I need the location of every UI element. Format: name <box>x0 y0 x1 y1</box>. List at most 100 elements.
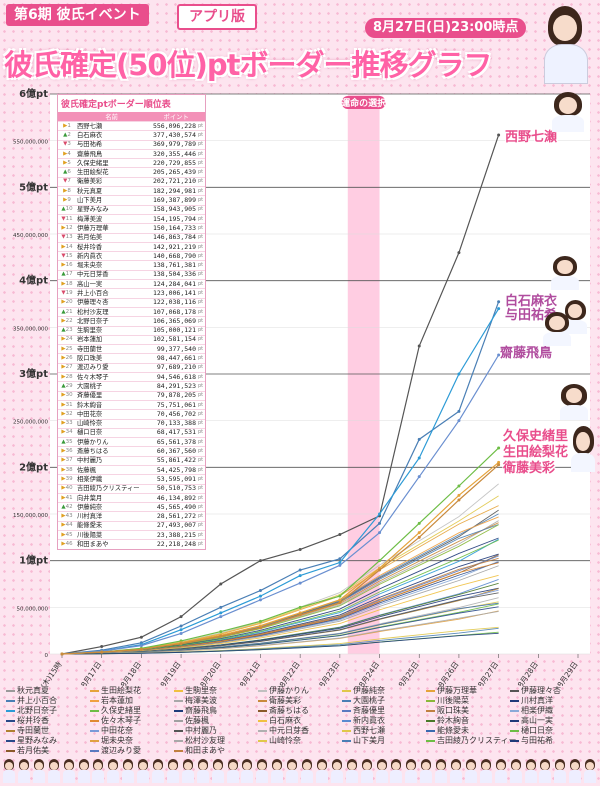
series-point <box>457 251 461 255</box>
rank-cell: ▶12 <box>58 223 76 234</box>
rank-number: 42 <box>65 503 73 510</box>
points-unit: pt <box>197 437 205 447</box>
legend-item: 中元日芽香 <box>258 726 309 736</box>
legend-label: 星野みなみ <box>17 736 57 745</box>
legend-item: 与田祐希 <box>510 736 553 746</box>
points-value: 169,387,899 <box>147 195 197 206</box>
legend-swatch <box>90 689 99 692</box>
legend-swatch <box>174 699 183 702</box>
series-callout: 衛藤美彩 <box>503 461 556 476</box>
member-name: 久保史緒里 <box>76 158 148 168</box>
face-part <box>539 770 552 783</box>
member-name: 白石麻衣 <box>76 130 148 141</box>
legend-label: 松村沙友理 <box>185 736 225 745</box>
y-tick-label: 2億pt <box>19 460 48 473</box>
table-row: ▲21 松村沙友理 107,068,178 pt <box>58 306 205 317</box>
x-tick-label: 8月24日 <box>357 660 381 686</box>
legend-swatch <box>342 719 351 722</box>
chart: 運命の選択 0 50,000,000 1億pt 150,000,000 2億pt 250,… <box>0 86 600 714</box>
face-part <box>226 770 239 783</box>
series-callout: 生田絵梨花 <box>503 445 569 460</box>
member-name: 川後陽菜 <box>76 530 148 540</box>
member-name: 梅澤美波 <box>76 213 148 224</box>
legend-swatch <box>342 739 351 742</box>
member-face <box>255 759 269 783</box>
series-point <box>179 631 183 635</box>
member-face <box>17 759 31 783</box>
points-value: 138,761,381 <box>147 260 197 271</box>
member-face <box>345 759 359 783</box>
avatar-part <box>558 96 578 114</box>
trend-icon: ▶ <box>61 224 66 231</box>
legend-label: 大園桃子 <box>353 696 385 705</box>
series-point <box>139 635 143 639</box>
table-row: ▶46 和田まあや 22,218,248 pt <box>58 539 205 549</box>
points-unit: pt <box>197 539 205 549</box>
trend-icon: ▶ <box>63 187 68 194</box>
legend-item: 斉藤優里 <box>342 706 385 716</box>
series-point <box>457 484 461 488</box>
rank-number: 11 <box>65 215 73 222</box>
rank-number: 3 <box>67 141 71 148</box>
trend-icon: ▶ <box>61 485 66 492</box>
trend-icon: ▶ <box>61 429 66 436</box>
legend-swatch <box>90 709 99 712</box>
member-face <box>360 759 374 783</box>
trend-icon: ▲ <box>61 308 66 315</box>
member-face <box>375 759 389 783</box>
face-part <box>392 762 401 770</box>
member-face <box>226 759 240 783</box>
points-value: 202,721,210 <box>147 176 197 187</box>
highlight-band-label-bg <box>341 96 386 109</box>
table-row: ▶34 樋口日奈 68,417,531 pt <box>58 427 205 438</box>
legend-item: 生駒里奈 <box>174 686 217 696</box>
points-value: 46,134,892 <box>147 492 197 503</box>
face-part <box>554 770 567 783</box>
legend-swatch <box>510 739 519 742</box>
trend-icon: ▶ <box>63 150 68 157</box>
member-name: 秋元真夏 <box>76 186 148 196</box>
timestamp-badge: 8月27日(日)23:00時点 <box>365 18 527 38</box>
legend-swatch <box>342 709 351 712</box>
legend-swatch <box>6 749 15 752</box>
points-value: 23,388,215 <box>147 530 197 540</box>
trend-icon: ▶ <box>63 122 68 129</box>
rank-number: 5 <box>67 159 71 166</box>
legend-label: 秋元真夏 <box>17 686 49 695</box>
trend-icon: ▲ <box>61 503 66 510</box>
series-line <box>61 301 500 655</box>
face-part <box>196 770 209 783</box>
legend-item: 星野みなみ <box>6 736 57 746</box>
trend-icon: ▼ <box>61 234 66 241</box>
face-part <box>362 762 371 770</box>
legend-label: 相楽伊織 <box>521 706 553 715</box>
member-name: 中田花奈 <box>76 409 148 419</box>
x-tick-label: 8月28日 <box>516 660 540 686</box>
legend-item: 鈴木絢音 <box>426 716 469 726</box>
face-part <box>271 770 284 783</box>
points-value: 60,367,560 <box>147 446 197 457</box>
rank-cell: ▶4 <box>58 148 76 159</box>
legend-item: 北野日奈子 <box>6 706 57 716</box>
trend-icon: ▲ <box>61 438 66 445</box>
member-avatar <box>556 384 592 420</box>
legend-label: 阪口珠美 <box>437 706 469 715</box>
face-part <box>62 770 75 783</box>
rank-cell: ▶34 <box>58 427 76 438</box>
rank-cell: ▶16 <box>58 260 76 271</box>
series-callout: 与田祐希 <box>505 308 558 323</box>
member-face <box>2 759 16 783</box>
points-value: 320,355,446 <box>147 148 197 159</box>
rank-cell: ▶37 <box>58 455 76 466</box>
points-unit: pt <box>197 474 205 485</box>
points-unit: pt <box>197 390 205 401</box>
member-name: 若月佑美 <box>76 232 148 243</box>
table-row: ▼7 衛藤美彩 202,721,210 pt <box>58 176 205 187</box>
member-face <box>32 759 46 783</box>
series-point <box>179 615 183 619</box>
member-face <box>47 759 61 783</box>
member-name: 和田まあや <box>76 539 148 549</box>
legend-swatch <box>6 719 15 722</box>
legend-label: 岩本蓮加 <box>101 696 133 705</box>
rank-number: 4 <box>67 150 71 157</box>
